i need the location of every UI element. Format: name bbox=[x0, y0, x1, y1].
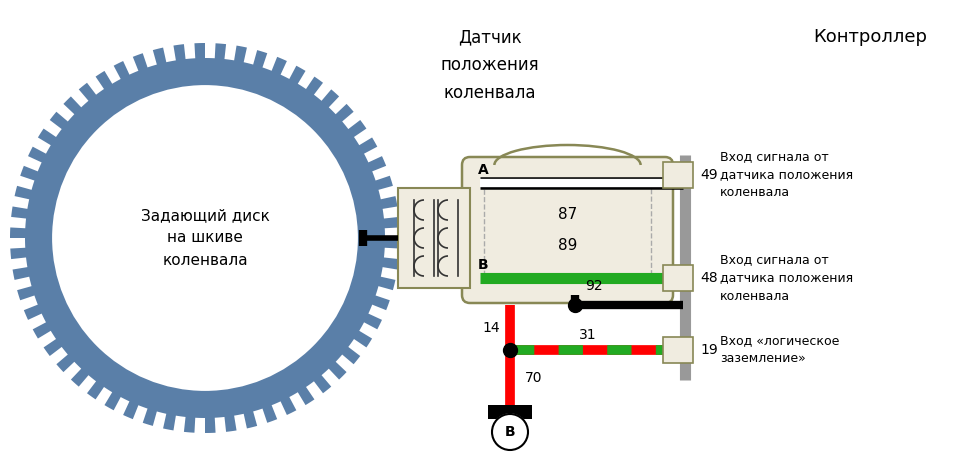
FancyBboxPatch shape bbox=[462, 157, 673, 303]
Text: 92: 92 bbox=[585, 279, 603, 293]
Text: B: B bbox=[478, 258, 489, 272]
FancyBboxPatch shape bbox=[398, 188, 470, 288]
Text: 31: 31 bbox=[579, 328, 596, 342]
Text: Вход сигнала от
датчика положения
коленвала: Вход сигнала от датчика положения коленв… bbox=[720, 150, 853, 199]
Text: 70: 70 bbox=[525, 370, 542, 385]
FancyBboxPatch shape bbox=[488, 405, 532, 419]
FancyBboxPatch shape bbox=[663, 162, 693, 188]
Text: 87: 87 bbox=[558, 207, 577, 222]
FancyBboxPatch shape bbox=[663, 265, 693, 291]
FancyBboxPatch shape bbox=[663, 337, 693, 363]
Text: 89: 89 bbox=[558, 238, 577, 253]
Text: 19: 19 bbox=[700, 343, 718, 357]
Polygon shape bbox=[10, 43, 400, 433]
Text: Датчик
положения
коленвала: Датчик положения коленвала bbox=[441, 28, 540, 101]
Circle shape bbox=[50, 83, 360, 393]
Text: Вход сигнала от
датчика положения
коленвала: Вход сигнала от датчика положения коленв… bbox=[720, 254, 853, 303]
Text: Вход «логическое
заземление»: Вход «логическое заземление» bbox=[720, 335, 839, 366]
Text: B: B bbox=[505, 425, 516, 439]
Text: 49: 49 bbox=[700, 168, 718, 182]
Text: A: A bbox=[478, 163, 489, 177]
Text: Контроллер: Контроллер bbox=[813, 28, 927, 46]
Text: 14: 14 bbox=[482, 320, 500, 335]
Circle shape bbox=[492, 414, 528, 450]
Text: 48: 48 bbox=[700, 271, 718, 285]
Text: Задающий диск
на шкиве
коленвала: Задающий диск на шкиве коленвала bbox=[140, 208, 270, 268]
